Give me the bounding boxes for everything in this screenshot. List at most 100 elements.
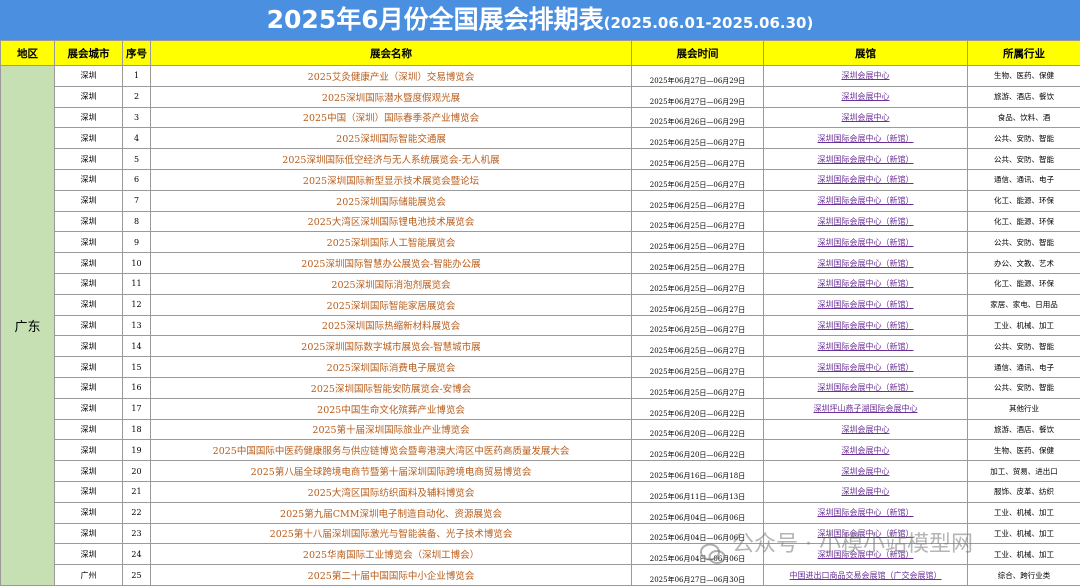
industry-cell: 旅游、酒店、餐饮 [968,419,1080,440]
city-cell: 深圳 [55,273,123,294]
venue-link[interactable]: 深圳国际会展中心（新馆） [764,232,968,253]
number-cell: 10 [123,253,151,274]
exhibition-name-cell: 2025深圳国际储能展览会 [151,190,632,211]
number-cell: 13 [123,315,151,336]
venue-link[interactable]: 深圳国际会展中心（新馆） [764,357,968,378]
industry-cell: 公共、安防、智能 [968,128,1080,149]
number-cell: 9 [123,232,151,253]
exhibition-name-cell: 2025深圳国际数字城市展览会-智慧城市展 [151,336,632,357]
city-cell: 深圳 [55,377,123,398]
city-cell: 深圳 [55,398,123,419]
venue-link[interactable]: 深圳国际会展中心（新馆） [764,211,968,232]
venue-link[interactable]: 深圳会展中心 [764,461,968,482]
venue-link[interactable]: 深圳国际会展中心（新馆） [764,169,968,190]
city-cell: 深圳 [55,419,123,440]
industry-cell: 公共、安防、智能 [968,149,1080,170]
venue-link[interactable]: 深圳会展中心 [764,440,968,461]
industry-cell: 食品、饮料、酒 [968,107,1080,128]
venue-link[interactable]: 深圳国际会展中心（新馆） [764,502,968,523]
venue-link[interactable]: 深圳国际会展中心（新馆） [764,149,968,170]
venue-link[interactable]: 深圳会展中心 [764,481,968,502]
exhibition-date-cell: 2025年06月26日—06月29日 [632,107,764,128]
exhibition-date-cell: 2025年06月25日—06月27日 [632,377,764,398]
exhibition-date-cell: 2025年06月04日—06月06日 [632,502,764,523]
exhibition-date-cell: 2025年06月25日—06月27日 [632,294,764,315]
exhibition-name-cell: 2025深圳国际智能交通展 [151,128,632,149]
industry-cell: 公共、安防、智能 [968,232,1080,253]
city-cell: 深圳 [55,461,123,482]
venue-link[interactable]: 深圳国际会展中心（新馆） [764,377,968,398]
number-cell: 8 [123,211,151,232]
exhibition-name-cell: 2025艾灸健康产业（深圳）交易博览会 [151,66,632,87]
venue-link[interactable]: 深圳国际会展中心（新馆） [764,336,968,357]
venue-link[interactable]: 中国进出口商品交易会展馆（广交会展馆） [764,565,968,586]
city-cell: 深圳 [55,253,123,274]
number-cell: 16 [123,377,151,398]
venue-link[interactable]: 深圳国际会展中心（新馆） [764,544,968,565]
industry-cell: 化工、能源、环保 [968,211,1080,232]
header-number: 序号 [123,41,151,66]
exhibition-date-cell: 2025年06月16日—06月18日 [632,461,764,482]
page-title: 2025年6月份全国展会排期表(2025.06.01-2025.06.30) [0,0,1080,41]
city-cell: 深圳 [55,66,123,87]
exhibition-name-cell: 2025中国生命文化殡葬产业博览会 [151,398,632,419]
industry-cell: 化工、能源、环保 [968,190,1080,211]
venue-link[interactable]: 深圳国际会展中心（新馆） [764,128,968,149]
venue-link[interactable]: 深圳会展中心 [764,86,968,107]
number-cell: 2 [123,86,151,107]
industry-cell: 通信、通讯、电子 [968,169,1080,190]
venue-link[interactable]: 深圳会展中心 [764,419,968,440]
exhibition-name-cell: 2025第十届深圳国际旅业产业博览会 [151,419,632,440]
venue-link[interactable]: 深圳国际会展中心（新馆） [764,315,968,336]
number-cell: 14 [123,336,151,357]
venue-link[interactable]: 深圳国际会展中心（新馆） [764,253,968,274]
exhibition-date-cell: 2025年06月27日—06月29日 [632,66,764,87]
exhibition-date-cell: 2025年06月27日—06月29日 [632,86,764,107]
exhibition-name-cell: 2025第二十届中国国际中小企业博览会 [151,565,632,586]
title-main: 2025年6月份全国展会排期表 [267,5,604,34]
exhibition-name-cell: 2025深圳国际潜水暨度假观光展 [151,86,632,107]
city-cell: 深圳 [55,481,123,502]
venue-link[interactable]: 深圳国际会展中心（新馆） [764,190,968,211]
header-region: 地区 [1,41,55,66]
region-cell: 广东 [1,66,55,586]
number-cell: 22 [123,502,151,523]
exhibition-date-cell: 2025年06月25日—06月27日 [632,169,764,190]
exhibition-date-cell: 2025年06月25日—06月27日 [632,273,764,294]
number-cell: 17 [123,398,151,419]
venue-link[interactable]: 深圳会展中心 [764,66,968,87]
venue-link[interactable]: 深圳国际会展中心（新馆） [764,273,968,294]
exhibition-name-cell: 2025华南国际工业博览会（深圳工博会） [151,544,632,565]
exhibition-name-cell: 2025深圳国际智能安防展览会-安博会 [151,377,632,398]
industry-cell: 化工、能源、环保 [968,273,1080,294]
exhibition-name-cell: 2025中国（深圳）国际春季茶产业博览会 [151,107,632,128]
venue-link[interactable]: 深圳坪山燕子湖国际会展中心 [764,398,968,419]
venue-link[interactable]: 深圳会展中心 [764,107,968,128]
industry-cell: 办公、文教、艺术 [968,253,1080,274]
number-cell: 3 [123,107,151,128]
city-cell: 深圳 [55,336,123,357]
venue-link[interactable]: 深圳国际会展中心（新馆） [764,294,968,315]
industry-cell: 加工、贸易、进出口 [968,461,1080,482]
venue-link[interactable]: 深圳国际会展中心（新馆） [764,523,968,544]
city-cell: 深圳 [55,294,123,315]
industry-cell: 通信、通讯、电子 [968,357,1080,378]
exhibition-date-cell: 2025年06月20日—06月22日 [632,398,764,419]
city-cell: 深圳 [55,107,123,128]
industry-cell: 公共、安防、智能 [968,336,1080,357]
